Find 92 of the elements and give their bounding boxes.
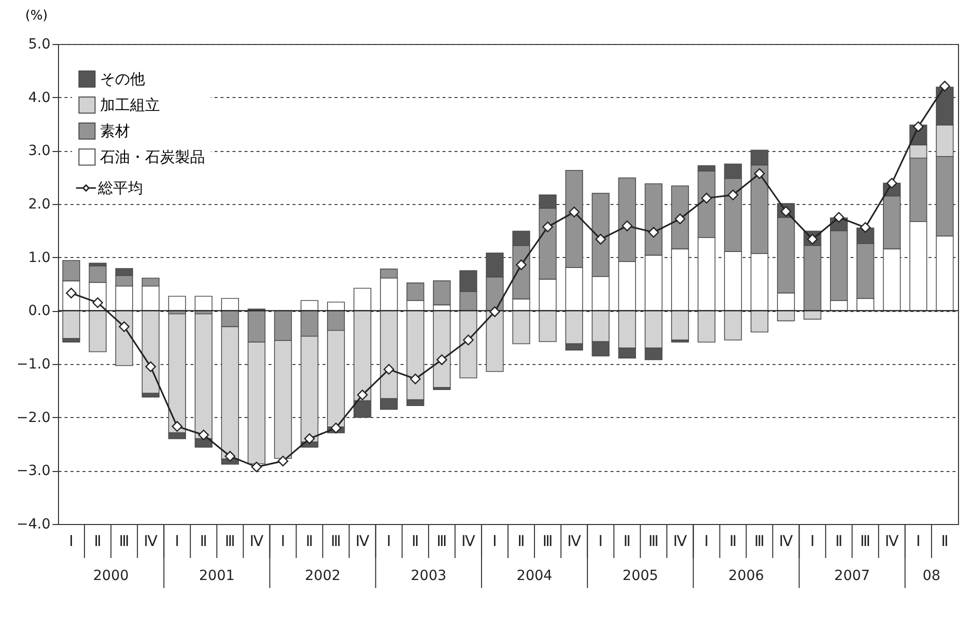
point xyxy=(728,190,738,200)
point xyxy=(357,390,368,400)
x-tick-label: Ⅳ xyxy=(779,532,794,550)
text: 2007 xyxy=(834,568,870,584)
point xyxy=(462,334,474,346)
point xyxy=(886,178,898,189)
x-tick-label: Ⅲ xyxy=(542,532,553,550)
x-tick-label: Ⅳ xyxy=(673,532,688,550)
x-tick-label: Ⅱ xyxy=(623,532,631,550)
point xyxy=(674,214,686,224)
y-tick-label: 2.0 xyxy=(28,196,50,212)
x-tick-label: Ⅰ xyxy=(916,532,921,550)
x-tick-label: Ⅰ xyxy=(598,532,603,550)
point xyxy=(939,80,950,92)
point xyxy=(516,259,527,270)
x-tick-label: Ⅱ xyxy=(412,532,420,550)
point xyxy=(251,462,262,472)
point xyxy=(860,222,871,233)
bar xyxy=(168,296,186,312)
text: 2003 xyxy=(410,568,446,584)
point xyxy=(278,456,288,466)
x-tick-label: Ⅲ xyxy=(119,532,130,550)
x-tick-label: Ⅲ xyxy=(860,532,871,550)
legend-label: 素材 xyxy=(100,122,130,140)
x-tick-label: Ⅱ xyxy=(200,532,208,550)
point xyxy=(542,222,554,232)
point xyxy=(622,220,632,232)
point xyxy=(198,430,209,440)
point xyxy=(595,234,606,245)
point xyxy=(648,226,659,238)
point xyxy=(701,192,712,204)
y-tick-label: 1.0 xyxy=(28,250,50,266)
text: 2002 xyxy=(304,568,341,584)
x-tick-label: Ⅲ xyxy=(224,532,236,550)
text: 2005 xyxy=(622,568,658,584)
x-tick-label: Ⅲ xyxy=(648,532,659,550)
text: 2001 xyxy=(199,568,235,584)
point xyxy=(568,206,580,218)
text: 2004 xyxy=(516,568,552,584)
y-tick-label: 5.0 xyxy=(28,36,50,52)
text: 08 xyxy=(922,568,940,584)
point xyxy=(410,374,421,384)
x-tick-label: Ⅰ xyxy=(810,532,815,550)
x-tick-label: Ⅱ xyxy=(729,532,737,550)
point xyxy=(172,421,182,432)
x-tick-label: Ⅱ xyxy=(518,532,525,550)
x-tick-label: Ⅲ xyxy=(330,532,342,550)
x-tick-label: Ⅱ xyxy=(306,532,314,550)
point xyxy=(145,361,156,372)
x-tick-label: Ⅰ xyxy=(69,532,74,550)
text: 2000 xyxy=(93,568,129,584)
x-tick-label: Ⅱ xyxy=(941,532,948,550)
point xyxy=(92,297,104,308)
x-tick-label: Ⅳ xyxy=(144,532,158,550)
point xyxy=(304,433,315,444)
point xyxy=(754,168,765,179)
x-tick-label: Ⅰ xyxy=(280,532,286,550)
point xyxy=(224,450,236,462)
point xyxy=(384,364,394,375)
legend-label: その他 xyxy=(100,70,145,88)
x-tick-label: Ⅳ xyxy=(250,532,264,550)
point xyxy=(436,354,448,366)
y-tick-label: 4.0 xyxy=(28,90,50,106)
y-tick-label: −3.0 xyxy=(16,463,50,480)
y-tick-label: −4.0 xyxy=(16,516,50,532)
x-tick-label: Ⅰ xyxy=(704,532,709,550)
x-tick-label: Ⅱ xyxy=(94,532,102,550)
x-tick-label: Ⅳ xyxy=(355,532,370,550)
point xyxy=(912,121,924,132)
y-tick-label: 3.0 xyxy=(28,143,50,160)
legend-label: 加工組立 xyxy=(100,96,160,114)
y-axis-title: (%) xyxy=(25,8,48,24)
text: 2006 xyxy=(728,568,764,584)
x-tick-label: Ⅳ xyxy=(567,532,582,550)
y-tick-label: −1.0 xyxy=(16,356,50,372)
x-tick-label: Ⅱ xyxy=(835,532,843,550)
bar xyxy=(194,296,212,312)
point xyxy=(118,321,130,332)
point xyxy=(330,422,342,434)
x-tick-label: Ⅳ xyxy=(461,532,476,550)
x-tick-label: Ⅰ xyxy=(174,532,180,550)
x-tick-label: Ⅳ xyxy=(884,532,899,550)
y-tick-label: −2.0 xyxy=(16,410,50,426)
y-tick-label: 0.0 xyxy=(28,303,50,320)
legend-label: 石油・石炭製品 xyxy=(100,148,205,166)
point xyxy=(834,212,844,223)
x-tick-label: Ⅰ xyxy=(492,532,497,550)
x-tick-label: Ⅰ xyxy=(386,532,392,550)
x-tick-label: Ⅲ xyxy=(754,532,765,550)
legend-label: 総平均 xyxy=(97,179,143,197)
point xyxy=(489,306,500,318)
x-tick-label: Ⅲ xyxy=(436,532,447,550)
